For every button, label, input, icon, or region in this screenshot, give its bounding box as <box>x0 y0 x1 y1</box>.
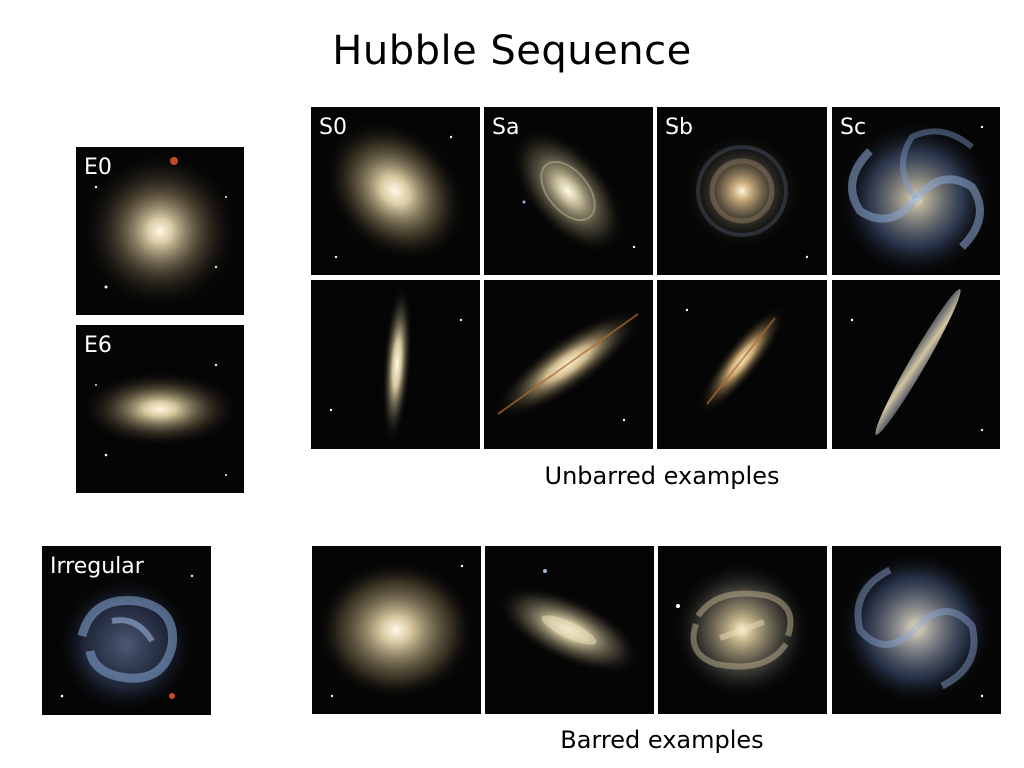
sb-label: Sb <box>665 115 693 140</box>
e0-galaxy-image <box>80 151 240 311</box>
e6-galaxy-panel: E6 <box>76 325 244 493</box>
s0-barred-panel <box>312 546 481 714</box>
irregular-galaxy-panel: Irregular <box>42 546 211 715</box>
slide-title: Hubble Sequence <box>332 28 692 74</box>
sb-barred-panel <box>658 546 827 714</box>
s0-unbarred-edgeon-panel <box>311 280 480 449</box>
irregular-label: Irregular <box>50 554 144 579</box>
e6-label: E6 <box>84 333 112 358</box>
sc-barred-panel <box>832 546 1001 714</box>
barred-caption: Barred examples <box>560 726 764 754</box>
sa-label: Sa <box>492 115 520 140</box>
sb-unbarred-faceon-panel: Sb <box>657 107 827 275</box>
sc-label: Sc <box>840 115 867 140</box>
sb-unbarred-edgeon-panel <box>657 280 827 449</box>
sc-unbarred-faceon-panel: Sc <box>832 107 1000 275</box>
sa-unbarred-edgeon-panel <box>484 280 653 449</box>
unbarred-caption: Unbarred examples <box>544 462 780 490</box>
s0-label: S0 <box>319 115 347 140</box>
sc-unbarred-edgeon-panel <box>832 280 1000 449</box>
sa-unbarred-faceon-panel: Sa <box>484 107 653 275</box>
s0-unbarred-faceon-panel: S0 <box>311 107 480 275</box>
e6-galaxy-image <box>80 371 240 447</box>
e0-galaxy-panel: E0 <box>76 147 244 315</box>
e0-label: E0 <box>84 155 112 180</box>
sa-barred-panel <box>485 546 654 714</box>
